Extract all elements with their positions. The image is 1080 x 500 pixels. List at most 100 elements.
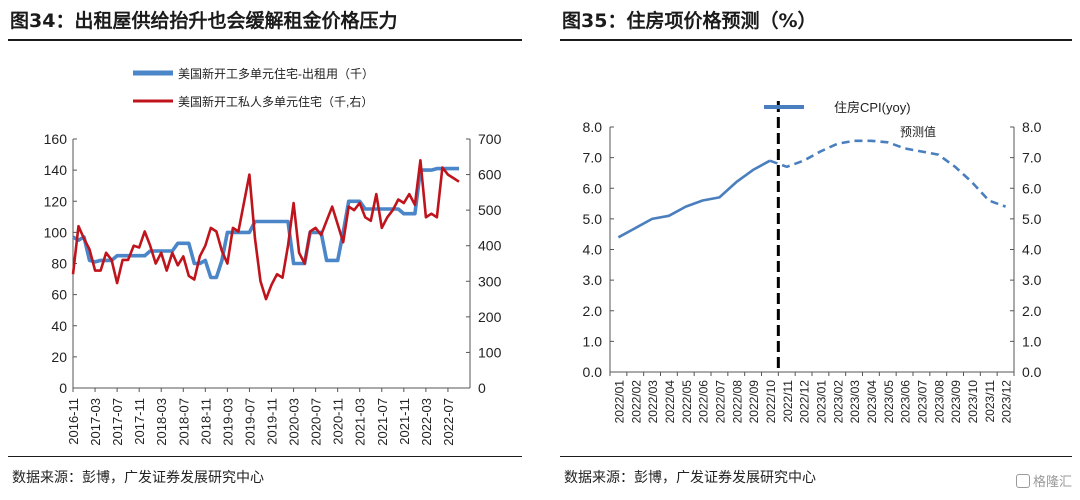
right-y-tick-label: 5.0	[1022, 211, 1042, 227]
series-line-actual	[617, 159, 771, 239]
left-chart-title: 图34：出租屋供给抬升也会缓解租金价格压力	[10, 10, 398, 32]
x-tick-label: 2019-11	[265, 398, 280, 445]
left-y-tick-label: 0.0	[583, 364, 603, 380]
watermark-logo-icon	[1015, 474, 1030, 488]
x-tick-label: 2022/06	[697, 380, 711, 424]
x-tick-label: 2023/07	[915, 380, 929, 424]
left-y-tick-label: 5.0	[583, 211, 603, 227]
right-y-tick-label: 0	[478, 380, 486, 396]
left-y-tick-label: 140	[44, 162, 68, 178]
right-y-tick-label: 4.0	[1022, 242, 1042, 258]
right-y-tick-label: 200	[478, 309, 502, 325]
x-tick-label: 2022/07	[713, 380, 727, 424]
x-tick-label: 2022/04	[663, 380, 677, 424]
left-chart-svg: 0 20 40 60 80 100 120 140 160 0 100 200 300 400 500 600…	[44, 66, 502, 446]
right-y-tick-label: 6.0	[1022, 180, 1042, 196]
x-tick-label: 2019-03	[220, 398, 235, 446]
right-y-tick-label: 2.0	[1022, 303, 1042, 319]
right-chart-title: 图35：住房项价格预测（%）	[562, 10, 817, 32]
x-tick-label: 2021-03	[353, 398, 368, 446]
right-y-tick-label: 600	[478, 167, 502, 183]
forecast-annotation: 预测值	[900, 124, 936, 139]
x-tick-label: 2022/10	[764, 380, 778, 424]
right-y-tick-label: 7.0	[1022, 150, 1042, 166]
x-tick-label: 2023/12	[1000, 380, 1014, 424]
left-y-tick-label: 8.0	[583, 119, 603, 135]
left-y-tick-label: 120	[44, 193, 68, 209]
left-source-rule	[8, 456, 522, 457]
left-y-tick-label: 100	[44, 224, 68, 240]
x-tick-label: 2019-07	[242, 398, 257, 446]
right-chart-svg: 0.0 1.0 2.0 3.0 4.0 5.0 6.0 7.0 8.0 0.0 1.0 2.0 3.0 4…	[583, 100, 1042, 424]
x-tick-label: 2023/05	[882, 380, 896, 424]
x-tick-label: 2021-07	[375, 398, 390, 446]
right-source-rule	[560, 456, 1072, 457]
x-tick-label: 2022/12	[798, 380, 812, 424]
right-y-tick-label: 100	[478, 344, 502, 360]
x-tick-label: 2022-07	[441, 398, 456, 446]
left-y-tick-label: 20	[51, 349, 67, 365]
series-line-rental	[72, 166, 459, 280]
x-tick-label: 2020-07	[309, 398, 324, 446]
right-y-tick-label: 1.0	[1022, 333, 1042, 349]
left-y-tick-label: 80	[51, 256, 67, 272]
right-y-tick-label: 3.0	[1022, 272, 1042, 288]
x-tick-label: 2020-11	[331, 398, 346, 445]
left-title-rule	[8, 39, 522, 41]
x-tick-label: 2018-11	[198, 398, 213, 445]
left-y-tick-label: 2.0	[583, 303, 603, 319]
right-chart-panel: 图35：住房项价格预测（%） 0.0 1.0 2.0 3.0 4.0 5.0 6.0 7.0 8…	[552, 0, 1080, 500]
legend-label: 美国新开工多单元住宅-出租用（千）	[178, 66, 374, 81]
x-tick-label: 2022/05	[680, 380, 694, 424]
x-tick-label: 2022-03	[419, 398, 434, 446]
left-chart-panel: 图34：出租屋供给抬升也会缓解租金价格压力 0 20 40 60 80 100 120 140…	[0, 0, 530, 500]
right-y-tick-label: 300	[478, 273, 502, 289]
left-y-tick-label: 6.0	[583, 180, 603, 196]
x-tick-label: 2021-11	[397, 398, 412, 445]
x-tick-label: 2017-07	[110, 398, 125, 446]
left-source-note: 数据来源：彭博，广发证券发展研究中心	[12, 470, 264, 486]
left-y-tick-label: 0	[59, 380, 67, 396]
watermark-text: 格隆汇	[1032, 475, 1072, 490]
right-title-rule	[560, 39, 1072, 41]
x-tick-label: 2018-03	[154, 398, 169, 446]
series-line-forecast	[769, 139, 1007, 208]
left-y-tick-label: 160	[44, 131, 68, 147]
left-y-tick-label: 3.0	[583, 272, 603, 288]
x-tick-label: 2023/11	[983, 380, 997, 423]
series-line-private	[71, 159, 460, 301]
x-tick-label: 2017-03	[88, 398, 103, 446]
x-tick-label: 2023/04	[865, 380, 879, 424]
right-y-tick-label: 700	[478, 131, 502, 147]
legend-label: 美国新开工私人多单元住宅（千,右）	[178, 94, 373, 109]
right-source-note: 数据来源：彭博，广发证券发展研究中心	[564, 470, 816, 486]
legend-label: 住房CPI(yoy)	[834, 100, 911, 115]
x-tick-label: 2022/02	[629, 380, 643, 424]
x-tick-label: 2023/02	[831, 380, 845, 424]
x-tick-label: 2018-07	[176, 398, 191, 446]
x-tick-label: 2023/01	[814, 380, 828, 424]
x-tick-label: 2022/08	[730, 380, 744, 424]
x-tick-label: 2022/01	[612, 380, 626, 424]
left-y-tick-label: 4.0	[583, 242, 603, 258]
left-y-tick-label: 7.0	[583, 150, 603, 166]
right-y-tick-label: 400	[478, 238, 502, 254]
x-tick-label: 2016-11	[66, 398, 81, 445]
x-tick-label: 2023/08	[932, 380, 946, 424]
x-tick-label: 2020-03	[287, 398, 302, 446]
right-y-tick-label: 500	[478, 202, 502, 218]
left-y-tick-label: 60	[51, 287, 67, 303]
left-y-tick-label: 40	[51, 318, 67, 334]
x-tick-label: 2022/09	[747, 380, 761, 424]
x-tick-label: 2017-11	[132, 398, 147, 445]
x-tick-label: 2023/09	[949, 380, 963, 424]
x-tick-label: 2023/10	[966, 380, 980, 424]
right-y-tick-label: 0.0	[1022, 364, 1042, 380]
x-tick-label: 2022/03	[646, 380, 660, 424]
x-tick-label: 2023/06	[899, 380, 913, 424]
watermark: 格隆汇	[1015, 471, 1072, 490]
right-y-tick-label: 8.0	[1022, 119, 1042, 135]
x-tick-label: 2022/11	[781, 380, 795, 423]
left-y-tick-label: 1.0	[583, 333, 603, 349]
x-tick-label: 2023/03	[848, 380, 862, 424]
